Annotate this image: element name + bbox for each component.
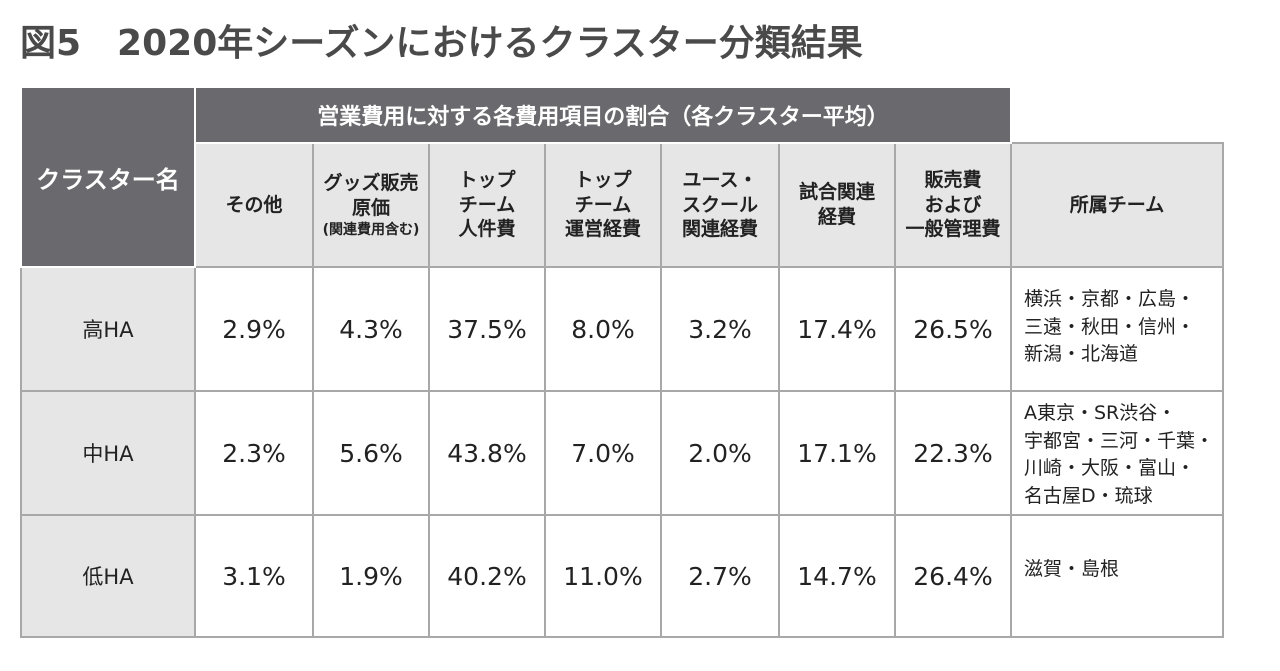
value-cell: 1.9% [312, 514, 430, 638]
value-cell: 3.1% [194, 514, 314, 638]
figure-title: 図5 2020年シーズンにおけるクラスター分類結果 [20, 23, 863, 64]
value-cell: 2.9% [194, 266, 314, 392]
table-row: 低HA 3.1% 1.9% 40.2% 11.0% 2.7% 14.7% 26.… [20, 514, 1225, 638]
table-row: 中HA 2.3% 5.6% 43.8% 7.0% 2.0% 17.1% 22.3… [20, 390, 1225, 516]
value-cell: 2.0% [660, 390, 780, 516]
value-cell: 43.8% [428, 390, 546, 516]
value-cell: 40.2% [428, 514, 546, 638]
teams-cell: 滋賀・島根 [1009, 514, 1225, 638]
value-cell: 3.2% [660, 266, 780, 392]
value-cell: 8.0% [544, 266, 662, 392]
cluster-name-header: クラスター名 [20, 86, 196, 268]
cluster-table: クラスター名 営業費用に対する各費用項目の割合（各クラスター平均） その他 グッ… [20, 86, 1225, 638]
row-label: 低HA [20, 514, 196, 638]
row-label: 高HA [20, 266, 196, 392]
teams-cell: A東京・SR渋谷・ 宇都宮・三河・千葉・ 川崎・大阪・富山・ 名古屋D・琉球 [1009, 390, 1225, 516]
column-header-youth-school: ユース・ スクール 関連経費 [660, 142, 780, 268]
value-cell: 2.3% [194, 390, 314, 516]
value-cell: 2.7% [660, 514, 780, 638]
value-cell: 17.4% [778, 266, 896, 392]
column-header-goods-cost: グッズ販売 原価 (関連費用含む) [312, 142, 430, 268]
value-cell: 26.5% [894, 266, 1012, 392]
value-cell: 22.3% [894, 390, 1012, 516]
column-header-top-team-personnel: トップ チーム 人件費 [428, 142, 546, 268]
column-header-sga: 販売費 および 一般管理費 [894, 142, 1012, 268]
value-cell: 5.6% [312, 390, 430, 516]
value-cell: 26.4% [894, 514, 1012, 638]
column-header-top-team-operations: トップ チーム 運営経費 [544, 142, 662, 268]
value-cell: 14.7% [778, 514, 896, 638]
cost-ratio-group-header: 営業費用に対する各費用項目の割合（各クラスター平均） [194, 86, 1012, 144]
value-cell: 17.1% [778, 390, 896, 516]
value-cell: 11.0% [544, 514, 662, 638]
column-header-other: その他 [194, 142, 314, 268]
row-label: 中HA [20, 390, 196, 516]
column-header-game-related: 試合関連 経費 [778, 142, 896, 268]
table-row: 高HA 2.9% 4.3% 37.5% 8.0% 3.2% 17.4% 26.5… [20, 266, 1225, 392]
value-cell: 4.3% [312, 266, 430, 392]
value-cell: 7.0% [544, 390, 662, 516]
column-header-teams: 所属チーム [1009, 142, 1225, 268]
teams-cell: 横浜・京都・広島・ 三遠・秋田・信州・ 新潟・北海道 [1009, 266, 1225, 392]
value-cell: 37.5% [428, 266, 546, 392]
